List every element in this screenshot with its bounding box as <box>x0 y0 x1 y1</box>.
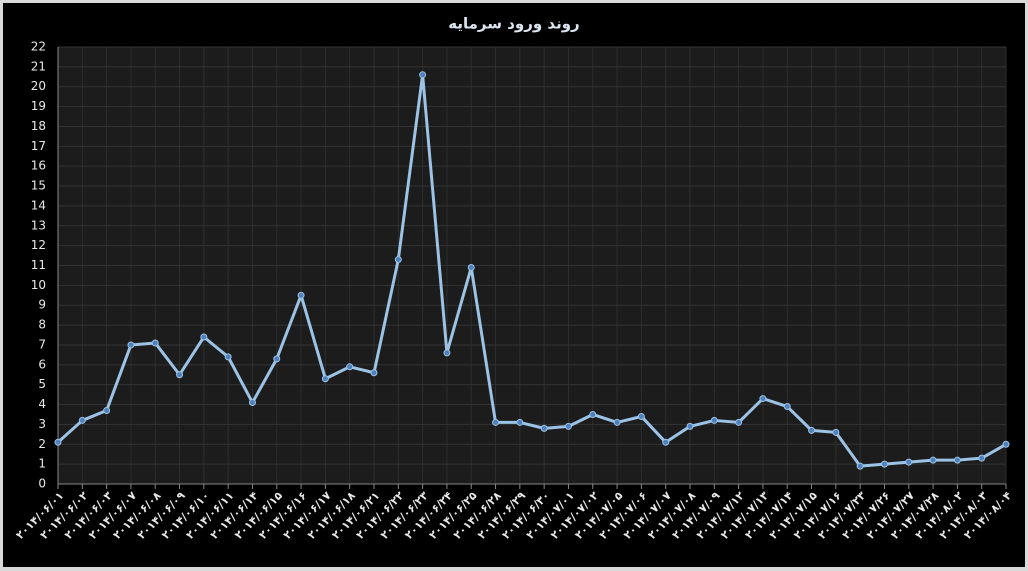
point <box>394 256 402 264</box>
y-tick-label: 0 <box>38 477 46 491</box>
point <box>248 399 256 407</box>
point <box>735 418 743 426</box>
point <box>273 355 281 363</box>
y-tick-label: 3 <box>38 417 46 431</box>
y-tick-label: 5 <box>38 377 46 391</box>
y-tick-label: 14 <box>31 198 46 212</box>
point <box>1002 440 1010 448</box>
y-tick-label: 19 <box>31 99 46 113</box>
y-tick-label: 1 <box>38 457 46 471</box>
point <box>54 438 62 446</box>
point <box>103 407 111 415</box>
point <box>637 412 645 420</box>
y-tick-label: 13 <box>31 218 46 232</box>
point <box>151 339 159 347</box>
y-tick-label: 11 <box>31 258 46 272</box>
y-tick-label: 21 <box>31 59 46 73</box>
point <box>516 418 524 426</box>
point <box>200 333 208 341</box>
point <box>978 454 986 462</box>
point <box>929 456 937 464</box>
point <box>370 369 378 377</box>
point <box>443 349 451 357</box>
point <box>953 456 961 464</box>
point <box>905 458 913 466</box>
y-tick-label: 9 <box>38 298 46 312</box>
y-tick-label: 7 <box>38 337 46 351</box>
line <box>56 73 1007 468</box>
point <box>176 371 184 379</box>
point <box>78 416 86 424</box>
point <box>467 263 475 271</box>
point <box>759 395 767 403</box>
point <box>419 71 427 79</box>
point <box>564 422 572 430</box>
y-tick-label: 16 <box>31 159 46 173</box>
point <box>856 462 864 470</box>
point <box>686 422 694 430</box>
point <box>880 460 888 468</box>
y-tick-label: 6 <box>38 357 46 371</box>
point <box>321 375 329 383</box>
point <box>492 418 500 426</box>
y-tick-label: 8 <box>38 318 46 332</box>
point <box>662 438 670 446</box>
point <box>127 341 135 349</box>
point <box>613 418 621 426</box>
point <box>540 424 548 432</box>
y-tick-label: 22 <box>31 40 46 54</box>
point <box>710 416 718 424</box>
point <box>832 428 840 436</box>
y-tick-label: 20 <box>31 79 46 93</box>
point <box>783 403 791 411</box>
y-tick-label: 18 <box>31 119 46 133</box>
y-tick-label: 12 <box>31 238 46 252</box>
y-tick-label: 4 <box>38 397 46 411</box>
y-tick-label: 15 <box>31 179 46 193</box>
y-tick-label: 17 <box>31 139 46 153</box>
y-tick-label: 10 <box>31 278 46 292</box>
chart-title: روند ورود سرمایه <box>448 15 579 33</box>
point <box>589 410 597 418</box>
y-tick-label: 2 <box>38 437 46 451</box>
point <box>346 363 354 371</box>
point <box>808 426 816 434</box>
point <box>224 353 232 361</box>
point <box>297 291 305 299</box>
